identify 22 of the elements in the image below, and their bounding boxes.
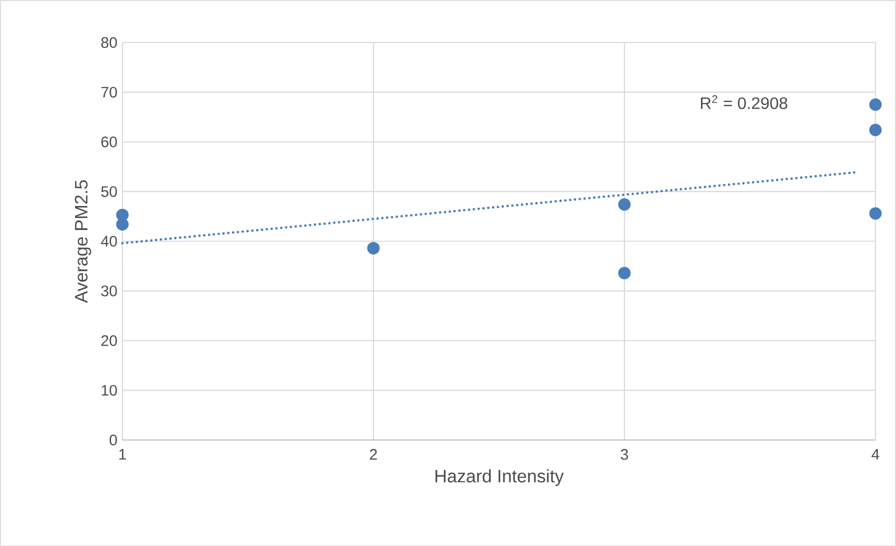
point bbox=[869, 207, 882, 220]
x-tick-label: 3 bbox=[620, 448, 628, 460]
point bbox=[869, 98, 882, 111]
y-tick-label: 30 bbox=[101, 285, 117, 296]
annotation: R$^{2}$ = 0.2908 bbox=[700, 94, 788, 109]
y-tick-label: 10 bbox=[102, 384, 117, 396]
point bbox=[618, 198, 631, 210]
y-tick-label: 40 bbox=[100, 236, 117, 246]
x-tick-label: 4 bbox=[872, 448, 880, 460]
point bbox=[869, 124, 882, 136]
x-tick-label: 1 bbox=[119, 448, 126, 460]
x-axis-title: Hazard Intensity bbox=[436, 469, 564, 486]
y-tick-label: 50 bbox=[101, 186, 117, 197]
point bbox=[618, 266, 631, 280]
x-tick-label: 2 bbox=[370, 448, 377, 460]
y-axis-title: Average PM2.5 bbox=[74, 180, 92, 303]
point bbox=[367, 242, 380, 254]
y-tick-label: 60 bbox=[101, 136, 117, 148]
y-tick-label: 70 bbox=[101, 86, 117, 98]
y-tick-label: 80 bbox=[101, 36, 117, 48]
y-tick-label: 20 bbox=[101, 335, 117, 346]
y-tick-label: 0 bbox=[110, 434, 117, 446]
